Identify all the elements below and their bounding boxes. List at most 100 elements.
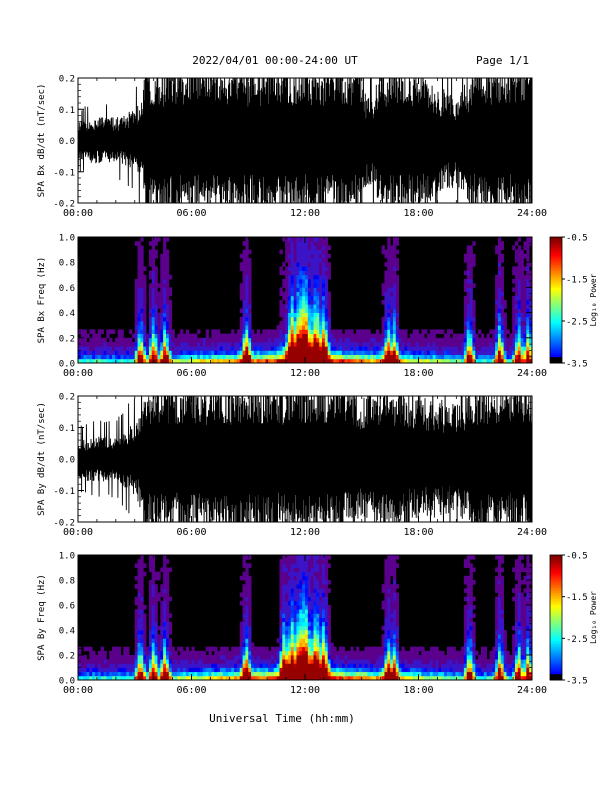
spectrogram-cell bbox=[310, 655, 314, 660]
spectrogram-cell bbox=[163, 329, 167, 334]
spectrogram-cell bbox=[517, 316, 522, 322]
spectrogram-cell bbox=[251, 675, 255, 681]
spectrogram-cell bbox=[523, 638, 527, 643]
spectrogram-cell bbox=[165, 609, 170, 614]
colorbar-band bbox=[550, 350, 562, 353]
spectrogram-cell bbox=[316, 613, 320, 618]
spectrogram-cell bbox=[316, 333, 320, 339]
spectrogram-cell bbox=[293, 325, 297, 330]
spectrogram-cell bbox=[208, 650, 212, 656]
spectrogram-cell bbox=[327, 321, 331, 326]
spectrogram-cell bbox=[367, 329, 371, 334]
spectrogram-cell bbox=[89, 675, 93, 681]
colorbar-band bbox=[550, 342, 562, 345]
x-tick-label: 12:00 bbox=[290, 368, 320, 379]
spectrogram-cell bbox=[160, 308, 164, 313]
spectrogram-cell bbox=[282, 329, 286, 334]
spectrogram-cell bbox=[214, 354, 218, 360]
spectrogram-cell bbox=[154, 308, 158, 313]
spectrogram-cell bbox=[330, 655, 334, 660]
spectrogram-cell bbox=[299, 634, 303, 639]
spectrogram-cell bbox=[80, 663, 85, 668]
spectrogram-cell bbox=[296, 350, 300, 355]
spectrogram-cell bbox=[160, 295, 164, 301]
spectrogram-cell bbox=[452, 337, 456, 343]
spectrogram-cell bbox=[299, 559, 303, 564]
spectrogram-cell bbox=[480, 659, 485, 664]
spectrogram-cell bbox=[137, 249, 141, 255]
spectrogram-cell bbox=[466, 253, 470, 259]
spectrogram-cell bbox=[387, 625, 391, 631]
spectrogram-cell bbox=[310, 274, 314, 280]
spectrogram-cell bbox=[316, 555, 320, 560]
spectrogram-cell bbox=[305, 291, 309, 297]
spectrogram-cell bbox=[339, 675, 343, 681]
spectrogram-cell bbox=[390, 258, 394, 263]
spectrogram-cell bbox=[180, 342, 184, 347]
spectrogram-cell bbox=[242, 584, 246, 589]
spectrogram-cell bbox=[472, 663, 476, 668]
spectrogram-cell bbox=[526, 329, 530, 334]
spectrogram-cell bbox=[174, 655, 178, 660]
spectrogram-cell bbox=[177, 354, 181, 360]
spectrogram-cell bbox=[466, 329, 470, 334]
spectrogram-cell bbox=[529, 575, 533, 581]
spectrogram-cell bbox=[165, 575, 170, 581]
spectrogram-cell bbox=[384, 650, 388, 656]
spectrogram-cell bbox=[495, 321, 499, 326]
spectrogram-cell bbox=[276, 663, 280, 668]
spectrogram-cell bbox=[276, 675, 280, 681]
spectrogram-cell bbox=[225, 346, 229, 351]
spectrogram-cell bbox=[245, 354, 249, 360]
spectrogram-cell bbox=[446, 675, 451, 681]
spectrogram-cell bbox=[313, 308, 317, 313]
spectrogram-cell bbox=[529, 563, 533, 568]
spectrogram-cell bbox=[234, 346, 238, 351]
spectrogram-cell bbox=[495, 642, 499, 648]
spectrogram-cell bbox=[461, 342, 465, 347]
spectrogram-cell bbox=[523, 630, 527, 635]
spectrogram-cell bbox=[285, 605, 289, 610]
spectrogram-cell bbox=[191, 667, 195, 673]
spectrogram-cell bbox=[123, 650, 127, 656]
spectrogram-cell bbox=[163, 316, 167, 322]
spectrogram-cell bbox=[427, 337, 431, 343]
spectrogram-cell bbox=[307, 663, 312, 668]
spectrogram-cell bbox=[302, 241, 306, 246]
spectrogram-cell bbox=[131, 663, 136, 668]
spectrogram-cell bbox=[146, 650, 150, 656]
spectrogram-cell bbox=[322, 312, 326, 318]
spectrogram-cell bbox=[174, 675, 178, 681]
spectrogram-cell bbox=[290, 592, 295, 598]
spectrogram-cell bbox=[157, 304, 161, 309]
spectrogram-cell bbox=[165, 634, 170, 639]
spectrogram-cell bbox=[350, 337, 354, 343]
spectrogram-cell bbox=[242, 333, 246, 339]
spectrogram-cell bbox=[182, 663, 187, 668]
spectrogram-cell bbox=[307, 592, 312, 598]
spectrogram-cell bbox=[441, 350, 445, 355]
spectrogram-cell bbox=[520, 567, 524, 573]
spectrogram-cell bbox=[469, 274, 473, 280]
spectrogram-cell bbox=[497, 596, 502, 602]
spectrogram-cell bbox=[293, 671, 297, 677]
spectrogram-cell bbox=[509, 671, 513, 677]
spectrogram-cell bbox=[327, 580, 331, 585]
spectrogram-cell bbox=[279, 613, 283, 618]
spectrogram-cell bbox=[444, 663, 448, 668]
spectrogram-cell bbox=[517, 655, 522, 660]
spectrogram-cell bbox=[293, 350, 297, 355]
spectrogram-cell bbox=[157, 312, 161, 318]
spectrogram-cell bbox=[319, 638, 323, 643]
spectrogram-cell bbox=[446, 655, 451, 660]
spectrogram-cell bbox=[344, 650, 348, 656]
spectrogram-cell bbox=[290, 609, 295, 614]
spectrogram-cell bbox=[435, 350, 439, 355]
spectrogram-cell bbox=[126, 659, 130, 664]
spectrogram-cell bbox=[517, 333, 522, 339]
spectrogram-cell bbox=[262, 342, 266, 347]
spectrogram-cell bbox=[245, 312, 249, 318]
spectrogram-cell bbox=[157, 329, 161, 334]
spectrogram-cell bbox=[140, 354, 144, 360]
spectrogram-cell bbox=[120, 667, 124, 673]
